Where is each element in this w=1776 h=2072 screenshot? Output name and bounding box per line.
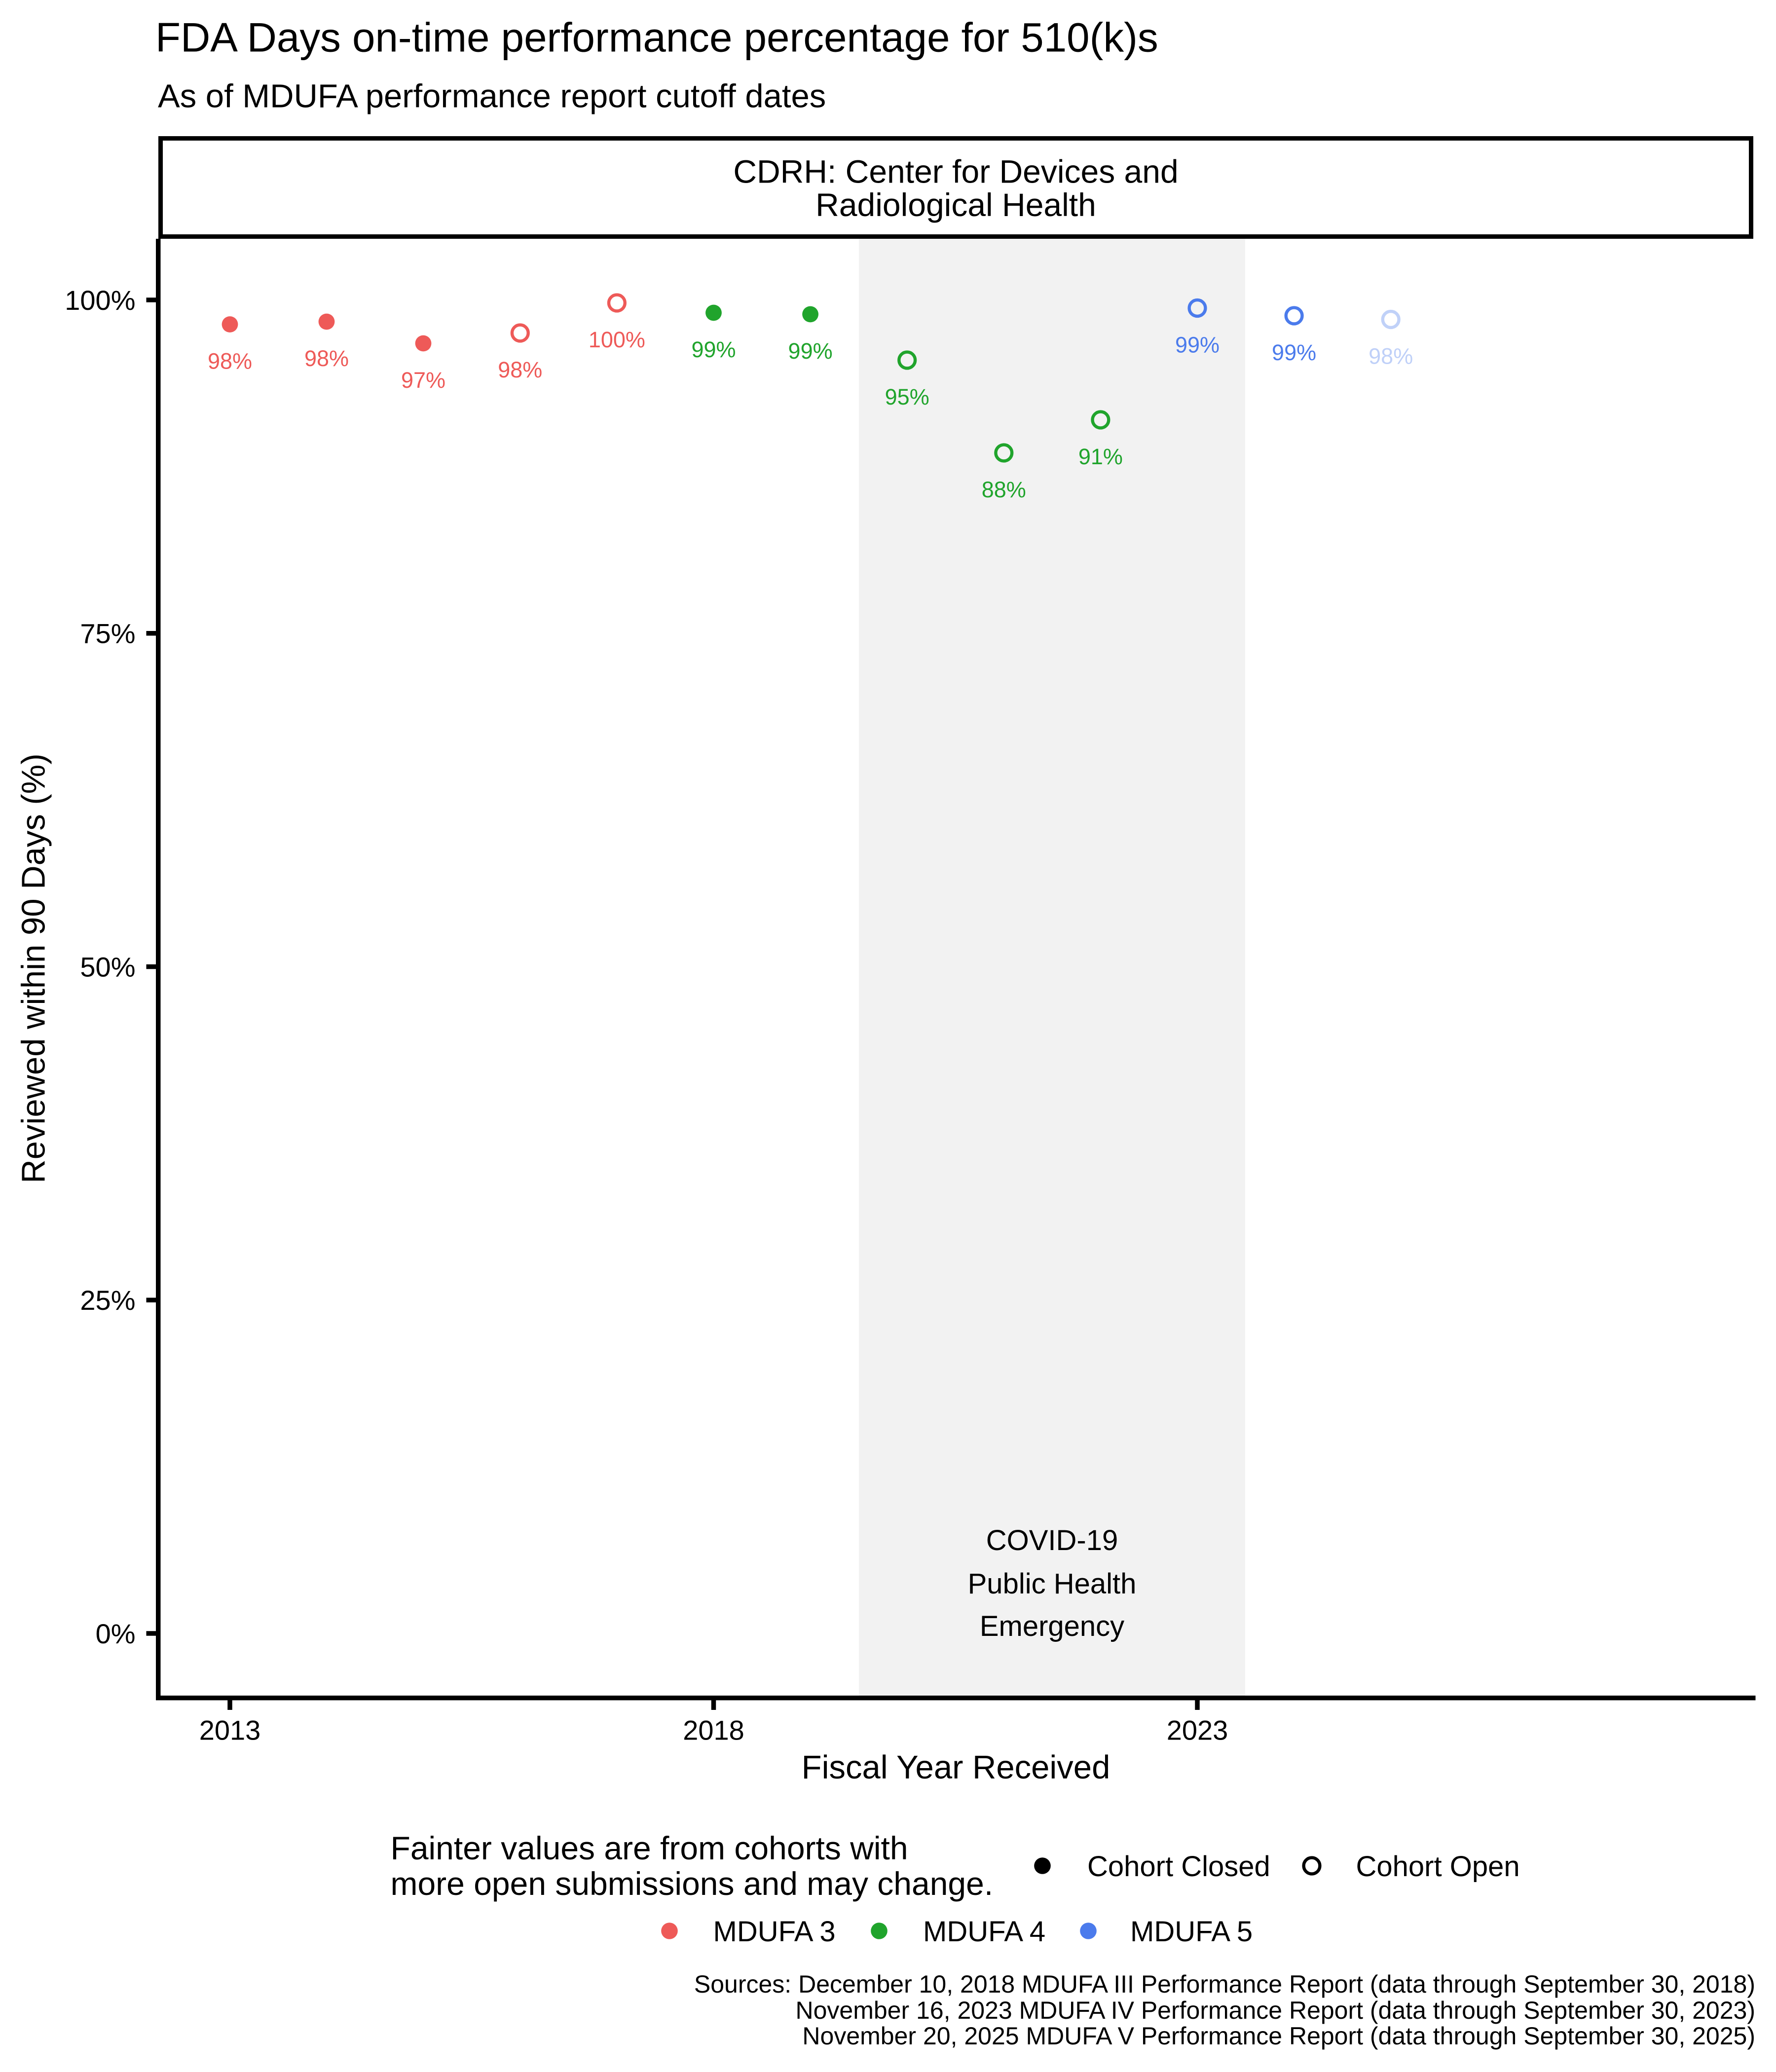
svg-text:99%: 99% [1272,340,1316,365]
svg-text:99%: 99% [1175,333,1220,358]
svg-text:Fiscal Year Received: Fiscal Year Received [802,1749,1110,1786]
svg-text:99%: 99% [788,338,833,364]
svg-text:97%: 97% [401,368,445,393]
svg-text:75%: 75% [80,618,135,649]
svg-text:Sources: December 10, 2018 MDU: Sources: December 10, 2018 MDUFA III Per… [694,1970,1755,1998]
svg-text:100%: 100% [65,285,135,316]
svg-text:November 20, 2025 MDUFA V Perf: November 20, 2025 MDUFA V Performance Re… [802,2022,1755,2050]
svg-text:As of MDUFA performance report: As of MDUFA performance report cutoff da… [158,78,826,115]
svg-text:Emergency: Emergency [980,1610,1124,1642]
svg-text:98%: 98% [304,346,349,371]
svg-text:98%: 98% [1369,344,1413,369]
svg-text:COVID-19: COVID-19 [986,1524,1118,1556]
svg-text:Radiological Health: Radiological Health [815,186,1096,223]
svg-text:Public Health: Public Health [968,1568,1137,1600]
svg-text:more open submissions and may: more open submissions and may change. [391,1865,994,1902]
svg-text:25%: 25% [80,1285,135,1316]
svg-text:98%: 98% [208,349,252,374]
svg-text:0%: 0% [96,1618,136,1649]
svg-text:CDRH: Center for Devices and: CDRH: Center for Devices and [733,153,1178,190]
svg-text:100%: 100% [589,327,645,352]
svg-text:88%: 88% [982,477,1026,502]
svg-text:MDUFA 3: MDUFA 3 [713,1916,836,1948]
svg-text:2023: 2023 [1167,1715,1228,1746]
svg-text:Cohort Closed: Cohort Closed [1087,1850,1270,1883]
svg-text:Reviewed within 90 Days (%): Reviewed within 90 Days (%) [15,753,52,1183]
svg-text:99%: 99% [691,337,736,362]
svg-text:FDA Days on-time performance p: FDA Days on-time performance percentage … [155,14,1158,61]
svg-text:50%: 50% [80,951,135,982]
svg-text:MDUFA 5: MDUFA 5 [1130,1916,1253,1948]
svg-text:Cohort Open: Cohort Open [1356,1850,1520,1883]
svg-text:Fainter values are from cohort: Fainter values are from cohorts with [391,1830,908,1866]
svg-text:2013: 2013 [199,1715,261,1746]
svg-text:95%: 95% [885,384,929,409]
svg-text:98%: 98% [498,357,542,382]
svg-text:91%: 91% [1078,444,1123,469]
svg-text:2018: 2018 [683,1715,744,1746]
svg-text:MDUFA 4: MDUFA 4 [923,1916,1045,1948]
svg-text:November 16, 2023 MDUFA IV Per: November 16, 2023 MDUFA IV Performance R… [796,1997,1755,2024]
